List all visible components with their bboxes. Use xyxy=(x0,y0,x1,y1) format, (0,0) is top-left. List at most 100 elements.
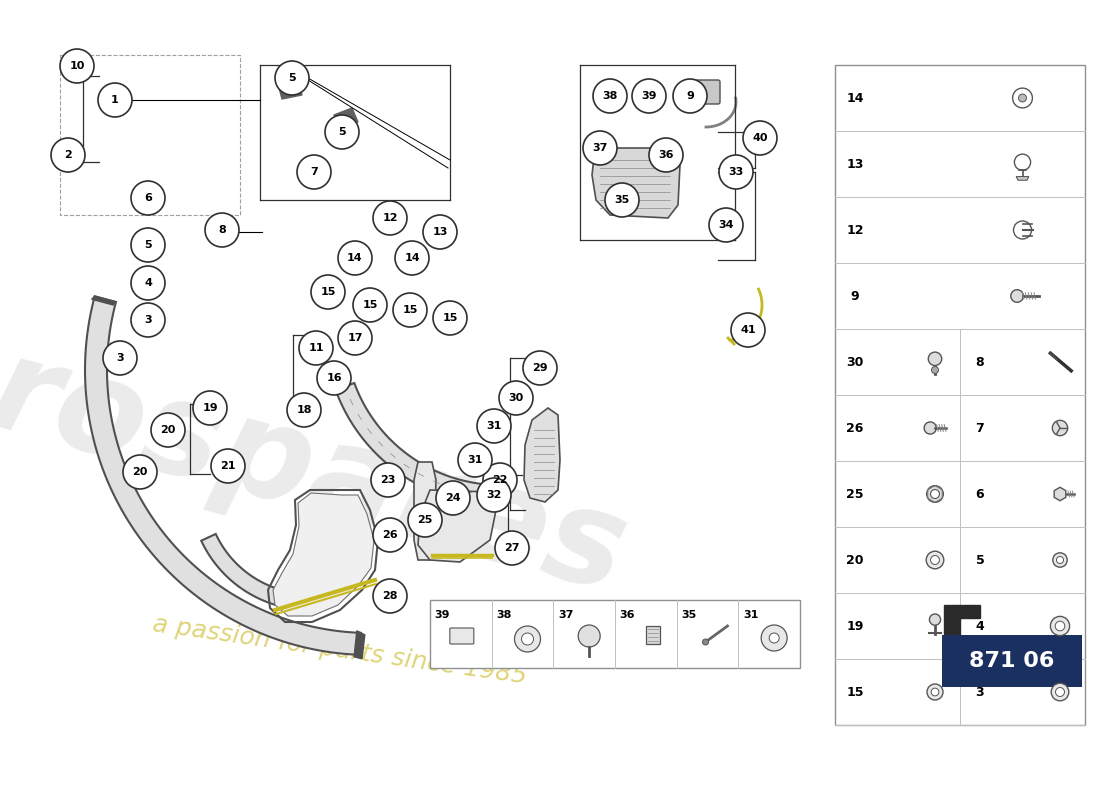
Circle shape xyxy=(593,79,627,113)
Circle shape xyxy=(1052,683,1069,701)
Polygon shape xyxy=(336,383,486,504)
Circle shape xyxy=(521,633,534,645)
Circle shape xyxy=(931,555,939,565)
Circle shape xyxy=(1056,687,1065,697)
Text: 5: 5 xyxy=(976,554,984,566)
Text: 1: 1 xyxy=(111,95,119,105)
Text: 3: 3 xyxy=(117,353,124,363)
Circle shape xyxy=(477,478,512,512)
Circle shape xyxy=(719,155,754,189)
Text: 17: 17 xyxy=(348,333,363,343)
Text: 26: 26 xyxy=(846,422,864,434)
Text: 14: 14 xyxy=(348,253,363,263)
Circle shape xyxy=(477,409,512,443)
Circle shape xyxy=(710,208,742,242)
Circle shape xyxy=(424,215,456,249)
Text: 41: 41 xyxy=(740,325,756,335)
Text: 19: 19 xyxy=(846,619,864,633)
FancyBboxPatch shape xyxy=(942,635,1082,687)
Text: 3: 3 xyxy=(144,315,152,325)
Polygon shape xyxy=(91,296,116,305)
Circle shape xyxy=(483,463,517,497)
Polygon shape xyxy=(85,296,361,655)
Text: 8: 8 xyxy=(218,225,226,235)
Text: 21: 21 xyxy=(220,461,235,471)
Text: 38: 38 xyxy=(496,610,512,620)
Text: 2: 2 xyxy=(64,150,72,160)
Text: 4: 4 xyxy=(976,619,984,633)
Text: 15: 15 xyxy=(320,287,336,297)
Polygon shape xyxy=(592,148,680,218)
Text: 36: 36 xyxy=(619,610,635,620)
Circle shape xyxy=(522,351,557,385)
Polygon shape xyxy=(278,80,303,99)
Circle shape xyxy=(515,626,540,652)
Circle shape xyxy=(761,625,788,651)
Text: a passion for parts since 1985: a passion for parts since 1985 xyxy=(152,612,529,688)
Text: 25: 25 xyxy=(417,515,432,525)
Text: 31: 31 xyxy=(742,610,758,620)
Circle shape xyxy=(297,155,331,189)
Text: 39: 39 xyxy=(434,610,450,620)
Text: 39: 39 xyxy=(641,91,657,101)
Circle shape xyxy=(649,138,683,172)
Text: 13: 13 xyxy=(846,158,864,170)
Text: 27: 27 xyxy=(504,543,519,553)
Text: 10: 10 xyxy=(69,61,85,71)
Circle shape xyxy=(433,301,468,335)
Circle shape xyxy=(1011,290,1023,302)
Circle shape xyxy=(373,201,407,235)
Text: 12: 12 xyxy=(383,213,398,223)
Circle shape xyxy=(932,688,938,696)
Text: 38: 38 xyxy=(603,91,618,101)
Circle shape xyxy=(211,449,245,483)
Text: 31: 31 xyxy=(486,421,502,431)
FancyBboxPatch shape xyxy=(646,626,660,644)
FancyBboxPatch shape xyxy=(835,65,1085,725)
Polygon shape xyxy=(944,605,980,635)
Circle shape xyxy=(769,633,779,643)
Circle shape xyxy=(338,321,372,355)
Circle shape xyxy=(732,313,764,347)
Circle shape xyxy=(103,341,138,375)
Circle shape xyxy=(579,625,601,647)
Circle shape xyxy=(393,293,427,327)
Text: 13: 13 xyxy=(432,227,448,237)
Circle shape xyxy=(926,486,944,502)
Text: 5: 5 xyxy=(338,127,345,137)
Text: 16: 16 xyxy=(327,373,342,383)
Circle shape xyxy=(926,551,944,569)
Circle shape xyxy=(1053,420,1068,436)
Circle shape xyxy=(311,275,345,309)
Circle shape xyxy=(436,481,470,515)
Circle shape xyxy=(205,213,239,247)
Circle shape xyxy=(930,614,940,626)
Text: 30: 30 xyxy=(846,355,864,369)
Polygon shape xyxy=(273,493,374,616)
Text: 15: 15 xyxy=(362,300,377,310)
Circle shape xyxy=(60,49,94,83)
Circle shape xyxy=(931,490,939,498)
Text: 6: 6 xyxy=(144,193,152,203)
Text: 19: 19 xyxy=(202,403,218,413)
Circle shape xyxy=(353,288,387,322)
Text: 33: 33 xyxy=(728,167,744,177)
Text: 22: 22 xyxy=(493,475,508,485)
Circle shape xyxy=(1055,621,1065,630)
Text: 7: 7 xyxy=(976,422,984,434)
Text: 11: 11 xyxy=(308,343,323,353)
Circle shape xyxy=(287,393,321,427)
Text: 871 06: 871 06 xyxy=(969,651,1055,671)
Text: 26: 26 xyxy=(382,530,398,540)
Text: 9: 9 xyxy=(686,91,694,101)
Text: 3: 3 xyxy=(976,686,984,698)
Text: 14: 14 xyxy=(404,253,420,263)
Polygon shape xyxy=(354,631,365,659)
Circle shape xyxy=(192,391,227,425)
Text: 37: 37 xyxy=(592,143,607,153)
Circle shape xyxy=(51,138,85,172)
Text: 29: 29 xyxy=(532,363,548,373)
Circle shape xyxy=(605,183,639,217)
Circle shape xyxy=(373,579,407,613)
Text: 15: 15 xyxy=(403,305,418,315)
